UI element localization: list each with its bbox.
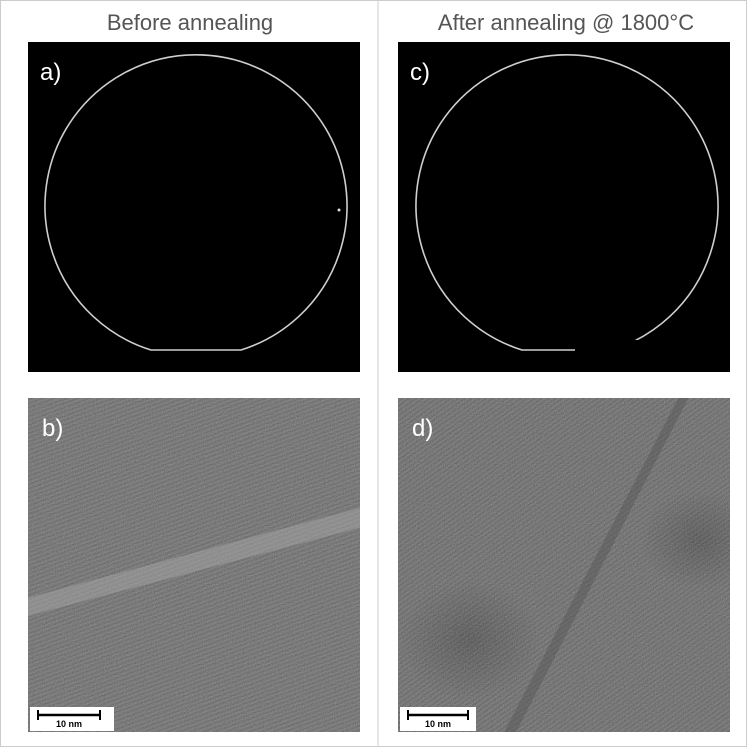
image [28,42,360,372]
gap [575,340,695,354]
panel-d: d) 10 nm [398,398,730,732]
panel-label: a) [40,59,61,86]
scale-bar-label: 10 nm [425,719,451,729]
panel-c: c) [398,42,730,372]
panel-b: b) 10 nm [28,398,360,732]
wafer-outline [415,54,719,351]
grain-boundary [28,507,360,616]
noise [398,398,730,732]
column-title: After annealing @ 1800°C [438,10,694,35]
image [398,42,730,372]
panel-label: c) [410,59,430,86]
panel-a: a) [28,42,360,372]
scale-bar-box [400,707,476,731]
spot [337,208,341,212]
scale-bar-label: 10 nm [56,719,82,729]
wafer-outline [44,54,348,351]
grain-boundary [504,398,689,732]
noise [28,398,360,732]
column-title: Before annealing [107,10,273,35]
panel-label: b) [42,415,63,442]
panel-label: d) [412,415,433,442]
